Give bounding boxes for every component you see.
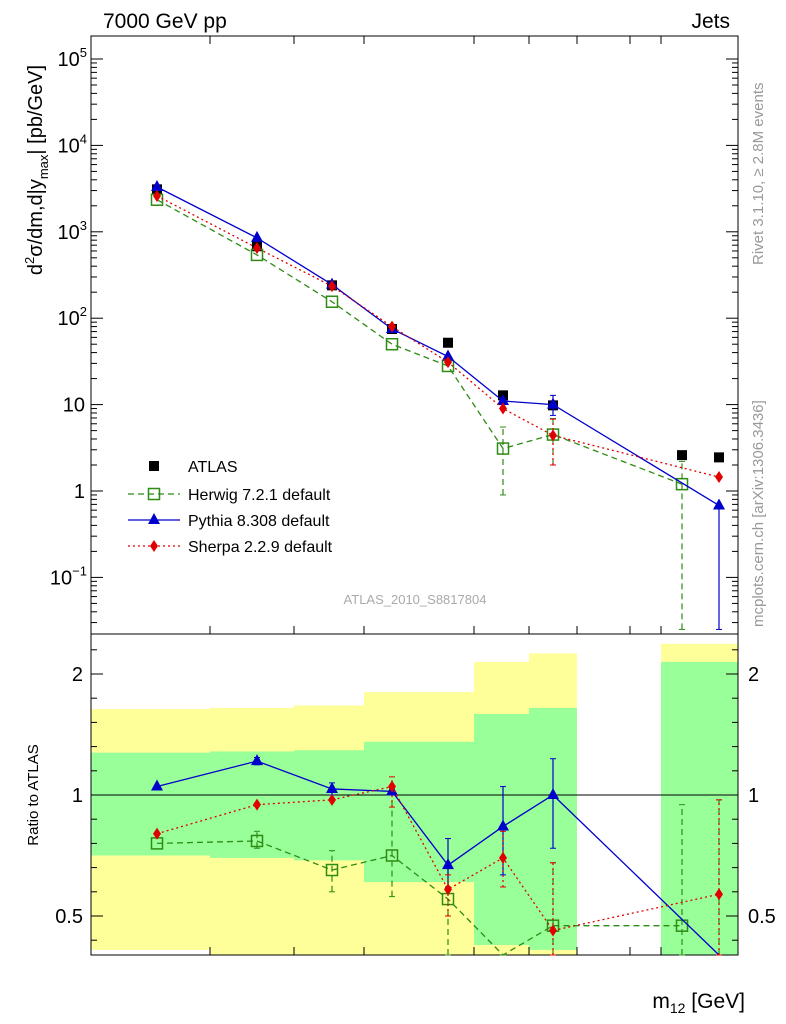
band-inner: [661, 661, 738, 955]
data-point-sherpa: [153, 189, 161, 202]
data-point-sherpa: [388, 780, 396, 793]
data-point-pythia: [251, 230, 263, 242]
y-tick-label: 105: [58, 45, 87, 71]
legend-label: Sherpa 2.2.9 default: [188, 539, 333, 556]
ratio-tick-label-right: 2: [748, 664, 759, 686]
series-line-sherpa: [156, 785, 720, 932]
data-point-herwig: [496, 442, 510, 455]
data-point-sherpa: [549, 924, 557, 937]
series-line-sherpa: [156, 195, 720, 478]
data-point-herwig: [675, 477, 689, 491]
watermark: ATLAS_2010_S8817804: [344, 592, 487, 607]
data-point-sherpa: [328, 280, 336, 293]
data-point-sherpa: [153, 827, 161, 840]
data-point-sherpa: [388, 320, 396, 333]
header-right: Jets: [691, 10, 730, 33]
data-point-herwig: [385, 849, 399, 862]
data-point-herwig: [325, 295, 339, 309]
band-inner: [294, 750, 364, 861]
mcplots-label: mcplots.cern.ch [arXiv:1306.3436]: [750, 400, 767, 627]
legend-label: Herwig 7.2.1 default: [188, 487, 331, 504]
ratio-tick-label-right: 1: [748, 785, 759, 807]
data-point-pythia: [497, 394, 509, 406]
ratio-tick-label: 2: [72, 664, 83, 686]
data-point-pythia: [326, 781, 338, 793]
data-point-herwig: [385, 337, 399, 351]
y-tick-label: 1: [74, 481, 85, 503]
legend-marker: [147, 487, 161, 501]
series-line-herwig: [156, 840, 682, 956]
ratio-tick-label: 1: [72, 785, 83, 807]
main-y-axis-title: d2σ/dm,d|ymax| [pb/GeV]: [22, 65, 51, 275]
data-point-sherpa: [444, 883, 452, 896]
main-panel: 10−1 1 10 102 103 104 105: [50, 35, 739, 635]
data-point-sherpa: [253, 798, 261, 811]
y-tick-label: 10: [63, 395, 85, 417]
data-point-pythia: [251, 754, 263, 766]
data-point-pythia: [151, 180, 163, 192]
data-point-pythia: [151, 779, 163, 791]
data-point-atlas: [714, 452, 724, 463]
data-point-pythia: [547, 397, 559, 409]
ratio-tick-label: 0.5: [55, 906, 83, 928]
data-point-sherpa: [328, 793, 336, 806]
data-point-atlas: [677, 450, 687, 461]
series-line-pythia: [156, 760, 720, 956]
header-left: 7000 GeV pp: [103, 10, 227, 33]
data-point-herwig: [675, 919, 689, 932]
y-tick-label: 102: [58, 304, 87, 330]
legend-marker: [148, 513, 160, 524]
data-point-atlas: [443, 337, 453, 348]
data-point-pythia: [713, 498, 725, 510]
data-point-sherpa: [549, 429, 557, 442]
data-point-pythia: [497, 819, 509, 831]
data-point-sherpa: [715, 888, 723, 901]
ratio-y-axis-title: Ratio to ATLAS: [25, 744, 42, 845]
legend-label: Pythia 8.308 default: [188, 513, 330, 530]
data-point-herwig: [325, 863, 339, 877]
series-line-pythia: [156, 186, 720, 507]
band-inner: [91, 752, 210, 856]
data-point-sherpa: [715, 471, 723, 484]
x-axis-title: m12 [GeV]: [652, 990, 745, 1016]
data-point-sherpa: [499, 402, 507, 415]
rivet-label: Rivet 3.1.10, ≥ 2.8M events: [750, 83, 767, 266]
legend-label: ATLAS: [188, 459, 238, 476]
data-point-sherpa: [444, 356, 452, 369]
data-point-herwig: [250, 834, 264, 848]
data-point-pythia: [547, 788, 559, 799]
legend: ATLAS Herwig 7.2.1 default Pythia 8.308 de…: [128, 459, 333, 556]
legend-marker: [150, 540, 158, 552]
y-tick-label: 104: [58, 131, 87, 157]
ratio-tick-label-right: 0.5: [748, 906, 776, 928]
data-point-sherpa: [499, 851, 507, 864]
data-point-pythia: [442, 858, 454, 870]
y-tick-label: 103: [58, 218, 87, 244]
data-point-pythia: [442, 349, 454, 361]
data-point-sherpa: [253, 241, 261, 254]
y-tick-label: 10−1: [50, 563, 87, 589]
band-inner: [364, 741, 474, 883]
ratio-panel: 0.5 0.5 1 1 2 2: [55, 633, 776, 956]
legend-marker: [149, 461, 159, 471]
